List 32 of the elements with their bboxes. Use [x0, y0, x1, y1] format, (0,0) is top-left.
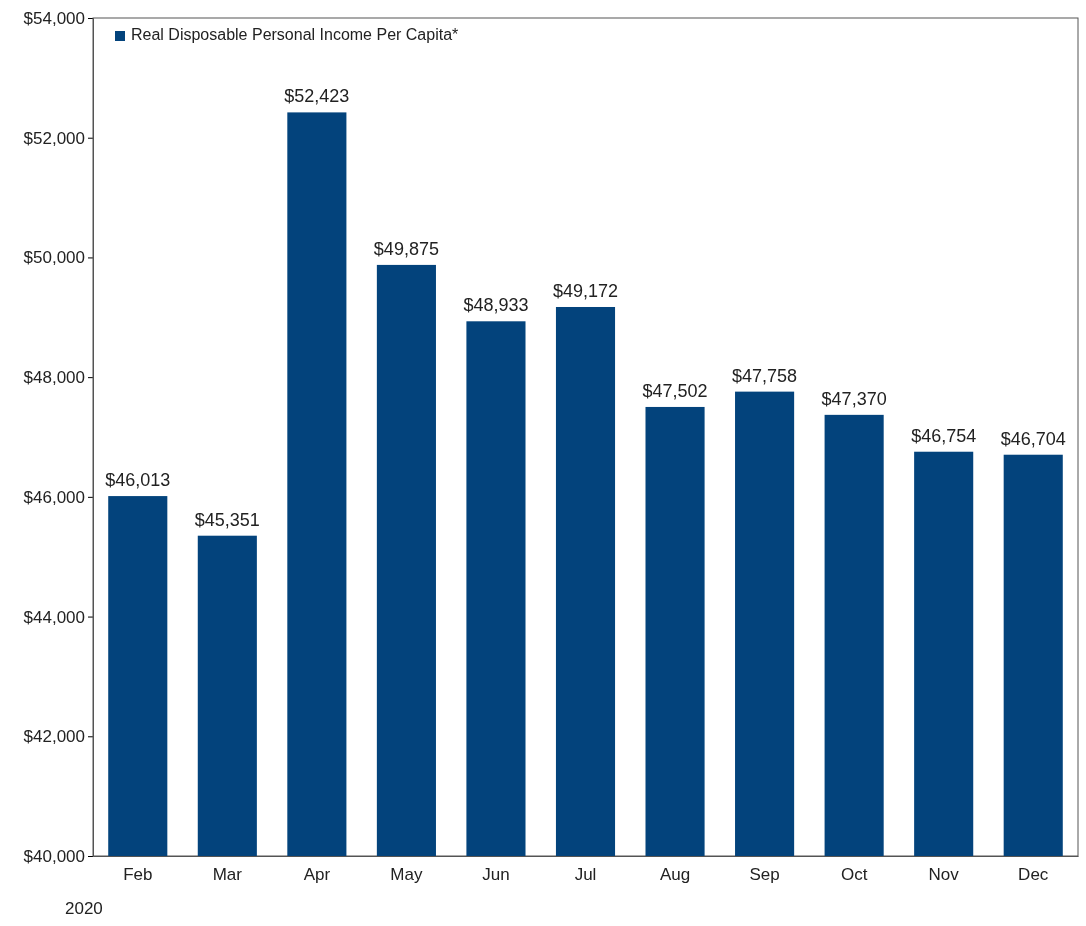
- x-tick-label: Nov: [928, 865, 960, 885]
- x-tick-label: Mar: [212, 865, 243, 885]
- data-label: $47,502: [642, 380, 708, 401]
- y-tick-label: $48,000: [23, 368, 85, 388]
- data-label: $46,704: [1000, 428, 1066, 449]
- y-tick-label: $54,000: [23, 8, 85, 28]
- data-label: $47,370: [821, 388, 887, 409]
- x-tick-label: Jun: [482, 865, 510, 885]
- data-label: $47,758: [732, 365, 798, 386]
- y-tick-label: $40,000: [23, 846, 85, 866]
- x-tick-label: Dec: [1018, 865, 1049, 885]
- data-label: $49,172: [552, 280, 619, 301]
- data-label: $45,351: [194, 509, 260, 530]
- y-tick-label: $50,000: [23, 248, 85, 268]
- data-label: $49,875: [373, 238, 439, 259]
- data-label: $52,423: [284, 86, 350, 107]
- x-tick-label: Apr: [303, 865, 331, 885]
- data-label: $46,754: [911, 425, 977, 446]
- x-tick-label: Aug: [659, 865, 691, 885]
- x-tick-label: May: [390, 865, 423, 885]
- y-tick-label: $52,000: [23, 128, 85, 148]
- x-tick-label: Sep: [749, 865, 780, 885]
- x-tick-label: Feb: [123, 865, 153, 885]
- x-tick-label: Oct: [840, 865, 868, 885]
- data-label: $48,933: [463, 295, 529, 316]
- legend-label: Real Disposable Personal Income Per Capita*: [131, 26, 459, 43]
- x-tick-label: Jul: [574, 865, 597, 885]
- y-tick-label: $46,000: [23, 487, 85, 507]
- text: 2020: [65, 899, 103, 918]
- y-tick-label: $44,000: [23, 607, 85, 627]
- y-tick-label: $42,000: [23, 727, 85, 747]
- data-label: $46,013: [105, 470, 171, 491]
